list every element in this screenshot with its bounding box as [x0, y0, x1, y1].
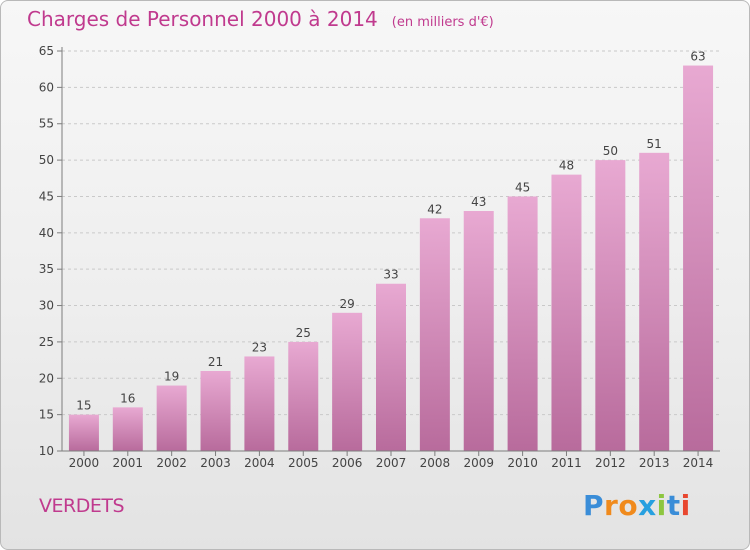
- y-tick-label: 10: [39, 444, 54, 458]
- x-tick-label: 2008: [420, 456, 451, 470]
- x-tick-label: 2013: [639, 456, 670, 470]
- y-tick-label: 30: [39, 299, 54, 313]
- bar-value-label: 29: [339, 297, 354, 311]
- x-tick-label: 2001: [113, 456, 144, 470]
- bar-value-label: 43: [471, 195, 486, 209]
- y-tick-label: 60: [39, 80, 54, 94]
- bar-value-label: 19: [164, 370, 179, 384]
- logo-letter: r: [604, 489, 619, 522]
- x-tick-label: 2002: [156, 456, 187, 470]
- logo-letter: t: [666, 489, 681, 522]
- bar-2013: [639, 152, 670, 451]
- bar-2006: [332, 312, 363, 451]
- bar-2010: [507, 196, 538, 451]
- x-tick-label: 2006: [332, 456, 363, 470]
- y-tick-label: 20: [39, 371, 54, 385]
- bar-2012: [595, 160, 626, 451]
- bar-value-label: 42: [427, 202, 442, 216]
- x-tick-label: 2009: [463, 456, 494, 470]
- y-tick-label: 40: [39, 226, 54, 240]
- bar-value-label: 23: [252, 340, 267, 354]
- y-tick-label: 45: [39, 189, 54, 203]
- x-tick-label: 2011: [551, 456, 582, 470]
- bar-2011: [551, 174, 582, 452]
- chart-subtitle: (en milliers d'€): [391, 15, 494, 30]
- entity-name: VERDETS: [39, 495, 125, 517]
- bar-2008: [419, 218, 450, 451]
- y-tick-label: 35: [39, 262, 54, 276]
- y-tick-label: 25: [39, 335, 54, 349]
- bar-2014: [683, 65, 714, 451]
- x-tick-label: 2000: [69, 456, 100, 470]
- bar-value-label: 16: [120, 391, 135, 405]
- bar-value-label: 15: [76, 399, 91, 413]
- bar-value-label: 33: [383, 268, 398, 282]
- x-tick-label: 2005: [288, 456, 319, 470]
- y-tick-label: 15: [39, 408, 54, 422]
- bar-value-label: 25: [296, 326, 311, 340]
- logo-letter: P: [583, 489, 605, 522]
- y-tick-label: 55: [39, 117, 54, 131]
- bar-2000: [68, 414, 99, 451]
- bar-value-label: 48: [559, 159, 574, 173]
- bar-2002: [156, 385, 187, 451]
- bar-2005: [288, 341, 319, 451]
- x-tick-label: 2014: [683, 456, 714, 470]
- x-tick-label: 2007: [376, 456, 407, 470]
- labels: 10 15 20 25 30 35 40 45 50 55 60 65 15 2000 16 2001 19 20…: [39, 44, 714, 470]
- bar-2003: [200, 371, 231, 451]
- logo-letter: x: [638, 489, 657, 522]
- bar-value-label: 21: [208, 355, 223, 369]
- bar-2007: [376, 283, 406, 451]
- bar-2009: [463, 211, 494, 451]
- bar-2001: [112, 407, 143, 451]
- proxiti-logo: Proxiti: [583, 489, 691, 522]
- bar-value-label: 63: [690, 50, 705, 64]
- bars: [68, 65, 714, 452]
- x-tick-label: 2012: [595, 456, 626, 470]
- logo-letter: o: [618, 489, 639, 522]
- y-tick-label: 65: [39, 44, 54, 58]
- logo-letter: i: [656, 489, 667, 522]
- logo-letter: i: [680, 489, 691, 522]
- bar-value-label: 50: [603, 144, 618, 158]
- bar-value-label: 51: [647, 137, 662, 151]
- x-tick-label: 2004: [244, 456, 275, 470]
- y-tick-label: 50: [39, 153, 54, 167]
- axes: [57, 47, 720, 456]
- bar-value-label: 45: [515, 180, 530, 194]
- bar-2004: [244, 356, 275, 451]
- title-text: Charges de Personnel 2000 à 2014: [27, 7, 378, 31]
- x-tick-label: 2003: [200, 456, 231, 470]
- x-tick-label: 2010: [507, 456, 538, 470]
- chart-title: Charges de Personnel 2000 à 2014 (en mill…: [27, 7, 494, 31]
